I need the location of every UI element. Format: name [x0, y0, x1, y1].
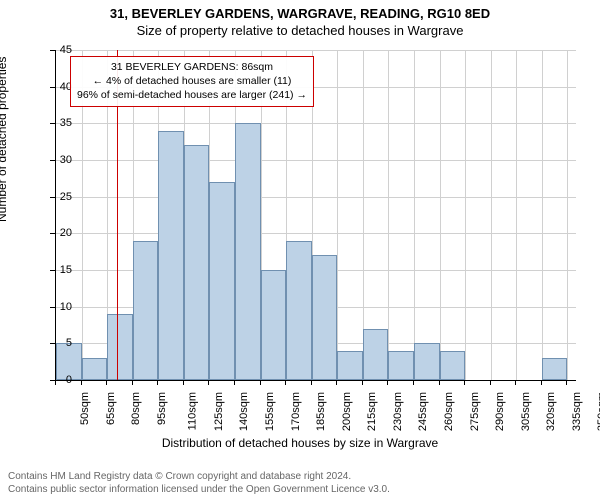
- x-tick-mark: [285, 380, 286, 385]
- x-tick-mark: [490, 380, 491, 385]
- x-tick-mark: [566, 380, 567, 385]
- x-grid-line: [440, 50, 441, 380]
- x-tick-label: 200sqm: [341, 392, 353, 431]
- x-axis-label: Distribution of detached houses by size …: [0, 436, 600, 450]
- x-tick-label: 50sqm: [79, 392, 91, 425]
- x-tick-mark: [234, 380, 235, 385]
- y-tick-label: 25: [42, 191, 72, 203]
- histogram-bar: [286, 241, 312, 380]
- x-tick-label: 155sqm: [264, 392, 276, 431]
- histogram-bar: [184, 145, 210, 380]
- y-tick-label: 40: [42, 81, 72, 93]
- footer-line2: Contains public sector information licen…: [8, 483, 390, 496]
- x-tick-label: 170sqm: [290, 392, 302, 431]
- x-tick-mark: [106, 380, 107, 385]
- chart-title-line1: 31, BEVERLEY GARDENS, WARGRAVE, READING,…: [0, 0, 600, 21]
- x-tick-mark: [541, 380, 542, 385]
- x-tick-label: 245sqm: [418, 392, 430, 431]
- histogram-bar: [337, 351, 363, 380]
- x-tick-label: 320sqm: [545, 392, 557, 431]
- x-tick-label: 185sqm: [315, 392, 327, 431]
- histogram-bar: [107, 314, 133, 380]
- x-tick-mark: [260, 380, 261, 385]
- x-grid-line: [491, 50, 492, 380]
- x-tick-mark: [55, 380, 56, 385]
- x-tick-label: 335sqm: [571, 392, 583, 431]
- x-tick-label: 275sqm: [469, 392, 481, 431]
- y-grid-line: [56, 197, 576, 198]
- annotation-line2: ← 4% of detached houses are smaller (11): [77, 74, 307, 88]
- x-tick-mark: [362, 380, 363, 385]
- histogram-bar: [363, 329, 389, 380]
- y-tick-label: 35: [42, 117, 72, 129]
- footer-line1: Contains HM Land Registry data © Crown c…: [8, 470, 390, 483]
- x-grid-line: [337, 50, 338, 380]
- x-tick-label: 350sqm: [597, 392, 600, 431]
- histogram-bar: [82, 358, 108, 380]
- annotation-line1: 31 BEVERLEY GARDENS: 86sqm: [77, 60, 307, 74]
- histogram-bar: [209, 182, 235, 380]
- chart-footer: Contains HM Land Registry data © Crown c…: [8, 470, 390, 496]
- x-tick-label: 110sqm: [187, 392, 199, 430]
- y-grid-line: [56, 233, 576, 234]
- x-tick-mark: [413, 380, 414, 385]
- x-tick-mark: [183, 380, 184, 385]
- x-grid-line: [567, 50, 568, 380]
- x-tick-label: 230sqm: [392, 392, 404, 431]
- x-tick-mark: [387, 380, 388, 385]
- x-grid-line: [516, 50, 517, 380]
- x-tick-label: 65sqm: [105, 392, 117, 425]
- chart-container: 31, BEVERLEY GARDENS, WARGRAVE, READING,…: [0, 0, 600, 500]
- x-tick-label: 95sqm: [156, 392, 168, 425]
- y-tick-label: 0: [42, 374, 72, 386]
- histogram-bar: [312, 255, 338, 380]
- x-tick-mark: [311, 380, 312, 385]
- histogram-bar: [414, 343, 440, 380]
- histogram-bar: [133, 241, 159, 380]
- histogram-bar: [158, 131, 184, 380]
- x-grid-line: [414, 50, 415, 380]
- y-tick-label: 15: [42, 264, 72, 276]
- x-tick-mark: [81, 380, 82, 385]
- y-grid-line: [56, 123, 576, 124]
- x-tick-label: 125sqm: [213, 392, 225, 431]
- x-tick-label: 290sqm: [494, 392, 506, 431]
- x-tick-mark: [464, 380, 465, 385]
- x-tick-mark: [132, 380, 133, 385]
- y-axis-label: Number of detached properties: [0, 57, 9, 222]
- x-tick-mark: [336, 380, 337, 385]
- annotation-box: 31 BEVERLEY GARDENS: 86sqm← 4% of detach…: [70, 56, 314, 107]
- x-tick-mark: [208, 380, 209, 385]
- y-tick-label: 20: [42, 227, 72, 239]
- x-tick-label: 80sqm: [130, 392, 142, 425]
- x-grid-line: [542, 50, 543, 380]
- y-tick-label: 30: [42, 154, 72, 166]
- histogram-bar: [235, 123, 261, 380]
- histogram-bar: [388, 351, 414, 380]
- x-grid-line: [388, 50, 389, 380]
- y-tick-label: 5: [42, 337, 72, 349]
- x-tick-mark: [439, 380, 440, 385]
- x-tick-mark: [515, 380, 516, 385]
- y-grid-line: [56, 50, 576, 51]
- histogram-bar: [542, 358, 568, 380]
- histogram-bar: [440, 351, 466, 380]
- x-tick-label: 305sqm: [520, 392, 532, 431]
- y-tick-label: 45: [42, 44, 72, 56]
- x-tick-label: 140sqm: [239, 392, 251, 431]
- chart-title-line2: Size of property relative to detached ho…: [0, 21, 600, 38]
- x-tick-label: 215sqm: [366, 392, 378, 431]
- y-grid-line: [56, 160, 576, 161]
- x-tick-label: 260sqm: [443, 392, 455, 431]
- annotation-line3: 96% of semi-detached houses are larger (…: [77, 88, 307, 102]
- x-grid-line: [465, 50, 466, 380]
- y-tick-label: 10: [42, 301, 72, 313]
- histogram-bar: [261, 270, 287, 380]
- x-tick-mark: [157, 380, 158, 385]
